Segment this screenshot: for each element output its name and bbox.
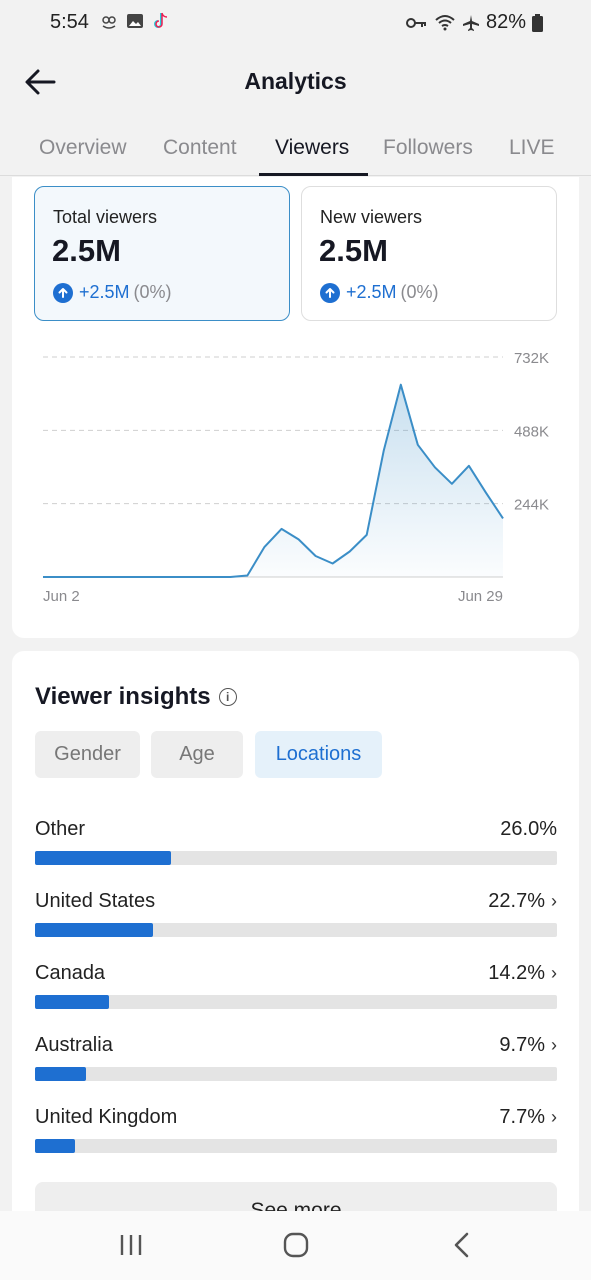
location-bar-track bbox=[35, 923, 557, 937]
active-tab-indicator bbox=[259, 173, 368, 176]
viewers-line-chart[interactable]: 732K 488K 244K Jun 2 Jun 29 bbox=[12, 337, 579, 637]
chip-age[interactable]: Age bbox=[151, 731, 243, 778]
home-icon[interactable] bbox=[283, 1229, 309, 1261]
chevron-right-icon[interactable]: › bbox=[551, 891, 557, 911]
recents-icon[interactable] bbox=[119, 1229, 143, 1261]
location-name: United States bbox=[35, 890, 156, 912]
location-percent-value: 14.2% bbox=[488, 962, 545, 984]
new-viewers-card[interactable]: New viewers 2.5M +2.5M (0%) bbox=[301, 186, 557, 321]
up-arrow-icon bbox=[320, 282, 340, 303]
battery-icon bbox=[532, 13, 543, 32]
location-percent-value: 9.7% bbox=[499, 1034, 545, 1056]
location-bar-fill bbox=[35, 995, 110, 1009]
location-row[interactable]: Australia 9.7% › bbox=[35, 1034, 557, 1094]
tab-live[interactable]: LIVE bbox=[509, 136, 555, 159]
chart-line bbox=[43, 383, 504, 578]
location-bar-fill bbox=[35, 1139, 76, 1153]
metric-label: New viewers bbox=[320, 207, 423, 227]
airplane-icon bbox=[462, 14, 479, 31]
chevron-right-icon[interactable]: › bbox=[551, 1035, 557, 1055]
location-name: Australia bbox=[35, 1034, 113, 1056]
tab-overview[interactable]: Overview bbox=[39, 136, 127, 159]
location-name: United Kingdom bbox=[35, 1106, 178, 1128]
back-arrow-icon[interactable] bbox=[22, 64, 58, 100]
y-tick-label: 244K bbox=[514, 497, 549, 514]
y-tick-label: 488K bbox=[514, 423, 549, 440]
gallery-icon bbox=[127, 14, 143, 28]
owl-icon bbox=[102, 16, 116, 29]
total-viewers-card[interactable]: Total viewers 2.5M +2.5M (0%) bbox=[34, 186, 290, 321]
location-row[interactable]: United States 22.7% › bbox=[35, 890, 557, 950]
x-tick-label-end: Jun 29 bbox=[458, 588, 503, 605]
insights-title: Viewer insights i bbox=[35, 683, 237, 711]
status-bar: 5:54 82% bbox=[0, 0, 591, 44]
location-percent-value: 22.7% bbox=[488, 890, 545, 912]
location-percent: 7.7% › bbox=[499, 1106, 557, 1129]
metric-value: 2.5M bbox=[52, 233, 121, 268]
location-percent-value: 7.7% bbox=[499, 1106, 545, 1128]
viewer-insights-card: Viewer insights i Gender Age Locations O… bbox=[12, 651, 579, 1271]
chevron-right-icon[interactable]: › bbox=[551, 1107, 557, 1127]
viewers-overview-card: Total viewers 2.5M +2.5M (0%) New viewer… bbox=[12, 177, 579, 638]
status-time: 5:54 bbox=[50, 11, 89, 33]
location-bar-track bbox=[35, 1139, 557, 1153]
metric-delta: +2.5M bbox=[346, 282, 397, 302]
chip-gender[interactable]: Gender bbox=[35, 731, 140, 778]
location-bar-track bbox=[35, 1067, 557, 1081]
location-row: Other 26.0% bbox=[35, 818, 557, 878]
location-row[interactable]: United Kingdom 7.7% › bbox=[35, 1106, 557, 1166]
location-bar-track bbox=[35, 995, 557, 1009]
metric-value: 2.5M bbox=[319, 233, 388, 268]
metric-label: Total viewers bbox=[53, 207, 158, 227]
location-percent: 22.7% › bbox=[488, 890, 557, 913]
tab-viewers[interactable]: Viewers bbox=[275, 136, 350, 159]
up-arrow-icon bbox=[53, 282, 73, 303]
location-percent: 14.2% › bbox=[488, 962, 557, 985]
tab-followers[interactable]: Followers bbox=[383, 136, 473, 159]
key-icon bbox=[405, 17, 426, 28]
metric-delta-pct: (0%) bbox=[400, 282, 439, 302]
info-icon[interactable]: i bbox=[218, 688, 237, 706]
metric-delta: +2.5M bbox=[79, 282, 130, 302]
metric-delta-pct: (0%) bbox=[133, 282, 172, 302]
chart-area bbox=[43, 384, 503, 577]
y-tick-label: 732K bbox=[514, 350, 549, 367]
x-tick-label-start: Jun 2 bbox=[43, 588, 80, 605]
nav-back-icon[interactable] bbox=[452, 1229, 472, 1261]
location-percent: 9.7% › bbox=[499, 1034, 557, 1057]
location-bar-track bbox=[35, 851, 557, 865]
page-title: Analytics bbox=[244, 68, 347, 94]
location-row[interactable]: Canada 14.2% › bbox=[35, 962, 557, 1022]
metric-change: +2.5M (0%) bbox=[53, 282, 172, 303]
battery-percent: 82% bbox=[485, 11, 526, 33]
notification-icons bbox=[100, 11, 170, 31]
location-name: Other bbox=[35, 818, 86, 840]
system-icons: 82% bbox=[405, 11, 543, 34]
system-nav-bar bbox=[0, 1211, 591, 1280]
insights-title-text: Viewer insights bbox=[35, 683, 211, 710]
wifi-icon bbox=[435, 14, 455, 30]
tiktok-icon bbox=[154, 12, 168, 28]
chip-locations[interactable]: Locations bbox=[255, 731, 382, 778]
location-name: Canada bbox=[35, 962, 106, 984]
location-percent: 26.0% bbox=[500, 818, 557, 841]
tab-bar: Overview Content Viewers Followers LIVE bbox=[0, 120, 591, 176]
location-bar-fill bbox=[35, 1067, 86, 1081]
location-bar-fill bbox=[35, 851, 171, 865]
location-percent-value: 26.0% bbox=[500, 818, 557, 840]
app-header: Analytics bbox=[0, 44, 591, 120]
tab-content[interactable]: Content bbox=[163, 136, 237, 159]
location-bar-fill bbox=[35, 923, 154, 937]
chevron-right-icon[interactable]: › bbox=[551, 963, 557, 983]
metric-change: +2.5M (0%) bbox=[320, 282, 439, 303]
